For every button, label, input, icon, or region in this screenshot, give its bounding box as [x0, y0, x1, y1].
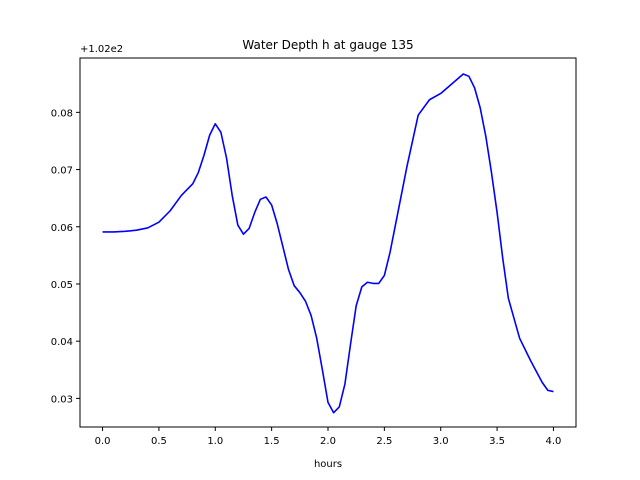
y-tick-label: 0.04: [51, 337, 73, 348]
x-tick-label: 4.0: [546, 436, 562, 447]
x-tick-label: 1.0: [207, 436, 223, 447]
y-offset-label: +1.02e2: [80, 44, 123, 55]
x-tick-label: 0.5: [151, 436, 167, 447]
y-tick-label: 0.05: [51, 280, 73, 291]
series-line-0: [102, 73, 554, 414]
x-tick-label: 3.5: [489, 436, 505, 447]
x-tick-label: 1.5: [264, 436, 280, 447]
x-tick-label: 0.0: [95, 436, 111, 447]
y-tick-label: 0.07: [51, 166, 73, 177]
x-axis-label: hours: [314, 459, 342, 470]
x-tick-label: 2.5: [376, 436, 392, 447]
plot-frame: [79, 57, 577, 428]
y-tick-label: 0.08: [51, 108, 73, 119]
y-tick-label: 0.03: [51, 394, 73, 405]
chart-title: Water Depth h at gauge 135: [242, 38, 413, 52]
plot-area: 0.0 0.5 1.0 1.5 2.0 2.5 3.0 3.5 4.0 0.03 0.04 0.05 0…: [51, 57, 577, 447]
x-tick-label: 3.0: [433, 436, 449, 447]
x-tick-label: 2.0: [320, 436, 336, 447]
y-tick-label: 0.06: [51, 223, 73, 234]
